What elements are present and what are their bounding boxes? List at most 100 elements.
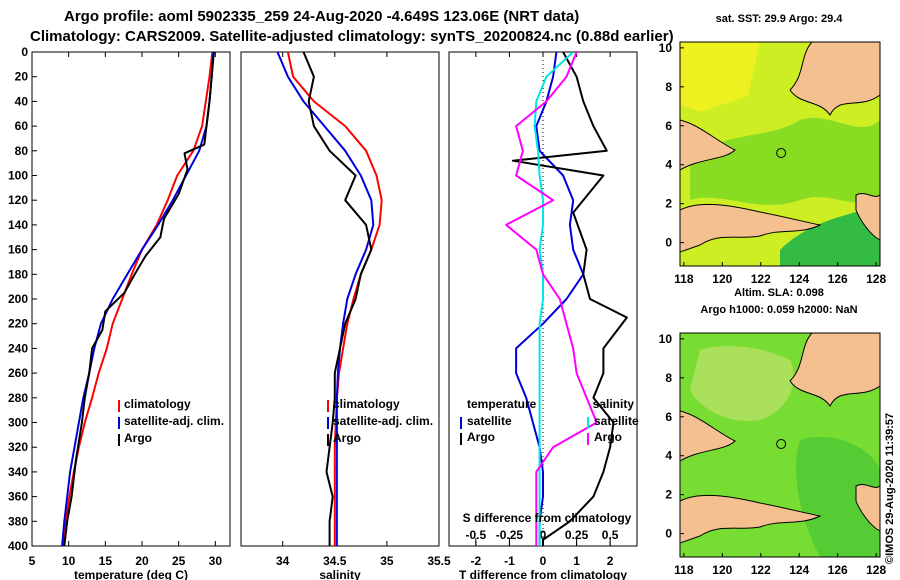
legend-t-argo-label: Argo (467, 430, 495, 444)
y-tick-label: 380 (8, 514, 28, 528)
lon-tick-label: 124 (789, 272, 809, 286)
sla-map-title-1: Altim. SLA: 0.098 (734, 287, 824, 299)
sst-map-title: sat. SST: 29.9 Argo: 29.4 (716, 13, 844, 25)
series-line-argo (63, 52, 215, 546)
y-tick-label: 140 (8, 218, 28, 232)
x-tick-label: 10 (62, 554, 76, 568)
series-line-salinity-satellite (533, 52, 574, 546)
sst-land-halmahera (855, 193, 880, 241)
x-tick-label: 1 (573, 554, 580, 568)
temperature-panel: 0 20 40 60 80 100 120 140 160 180 200 220 240 260 280 3… (8, 45, 231, 580)
x-tick-label: 0 (540, 554, 547, 568)
lat-tick-label: 0 (665, 527, 672, 541)
sla-land-borneo-north (680, 410, 736, 462)
depth-axis-ticks: 0 20 40 60 80 100 120 140 160 180 200 220 240 260 280 3… (8, 45, 37, 553)
legend-argo-label: Argo (333, 431, 361, 445)
y-tick-label: 300 (8, 416, 28, 430)
sla-land-philippines (789, 333, 880, 407)
x-tick-label: -2 (471, 554, 482, 568)
y-tick-label: 320 (8, 440, 28, 454)
top-tick-label: 0 (540, 528, 547, 542)
sla-land-halmahera (855, 484, 880, 532)
sst-map-lon-ticks: 118 120 122 124 126 128 (674, 262, 886, 286)
sst-green-band (690, 117, 880, 205)
legend-satellite-label: satellite-adj. clim. (124, 414, 224, 428)
sst-land-borneo-north (680, 119, 736, 171)
sst-land-philippines (789, 42, 880, 116)
y-tick-label: 200 (8, 292, 28, 306)
temperature-axis-ticks: 5 10 15 20 25 30 (29, 52, 222, 568)
lon-tick-label: 120 (712, 563, 732, 577)
legend-s-satellite-label: satellite (594, 414, 639, 428)
x-tick-label: 15 (99, 554, 113, 568)
salinity-lines (276, 52, 383, 546)
sst-map-frame (679, 41, 881, 267)
sst-argo-marker (776, 148, 787, 159)
sla-land-sulawesi (680, 494, 822, 544)
y-tick-label: 160 (8, 243, 28, 257)
legend-climatology-label: climatology (333, 397, 400, 411)
top-tick-label: 0.25 (565, 528, 589, 542)
y-tick-label: 280 (8, 391, 28, 405)
lat-tick-label: 8 (665, 371, 672, 385)
series-line-temperature-argo (511, 52, 628, 546)
lon-tick-label: 122 (751, 563, 771, 577)
legend-temperature-title: temperature (467, 397, 537, 411)
x-tick-label: 34.5 (323, 554, 347, 568)
sla-argo-marker (776, 439, 787, 450)
sst-land-sulawesi (680, 203, 822, 253)
lat-tick-label: 10 (659, 332, 673, 346)
y-tick-label: 120 (8, 193, 28, 207)
sla-map-lon-ticks: 118 120 122 124 126 128 (674, 553, 886, 577)
lat-tick-label: 10 (659, 41, 673, 55)
y-tick-label: 360 (8, 490, 28, 504)
legend-t-satellite-label: satellite (467, 414, 512, 428)
top-tick-label: 0.5 (602, 528, 619, 542)
series-line-satellite-adj-clim- (61, 52, 215, 546)
top-tick-label: -0.25 (496, 528, 524, 542)
y-tick-label: 60 (15, 119, 29, 133)
y-tick-label: 180 (8, 267, 28, 281)
difference-panel: -2 -1 0 1 2 -0.5 -0.25 0 0.25 0.5 temperature sa… (448, 51, 639, 580)
x-tick-label: 5 (29, 554, 36, 568)
difference-legend: temperature salinity satellite Argo sate… (460, 397, 639, 445)
top-tick-label: -0.5 (466, 528, 487, 542)
lat-tick-label: 0 (665, 236, 672, 250)
y-tick-label: 80 (15, 144, 29, 158)
y-tick-label: 260 (8, 366, 28, 380)
series-line-satellite-adj-clim- (276, 52, 375, 546)
lon-tick-label: 128 (866, 563, 886, 577)
temperature-lines (61, 52, 215, 546)
sla-map-title-2: Argo h1000: 0.059 h2000: NaN (700, 304, 857, 316)
sla-map-lat-ticks: 0 2 4 6 8 10 (659, 332, 684, 541)
title-line-1: Argo profile: aoml 5902335_259 24-Aug-20… (64, 8, 579, 25)
sst-map-panel: sat. SST: 29.9 Argo: 29.4 118 120 122 124 12… (659, 13, 887, 286)
y-tick-label: 220 (8, 317, 28, 331)
y-tick-label: 340 (8, 465, 28, 479)
sla-map-field (680, 333, 880, 557)
lon-tick-label: 124 (789, 563, 809, 577)
lat-tick-label: 8 (665, 80, 672, 94)
series-line-salinity-argo (505, 52, 598, 546)
title-line-2: Climatology: CARS2009. Satellite-adjuste… (30, 28, 674, 45)
sla-map-frame (679, 332, 881, 558)
legend-salinity-title: salinity (593, 397, 635, 411)
x-tick-label: 35.5 (427, 554, 451, 568)
salinity-axis-ticks: 34 34.5 35 35.5 (276, 52, 451, 568)
y-tick-label: 0 (21, 45, 28, 59)
x-tick-label: -1 (504, 554, 515, 568)
t-difference-xlabel: T difference from climatology (459, 568, 627, 580)
x-tick-label: 34 (276, 554, 290, 568)
lon-tick-label: 118 (674, 272, 694, 286)
series-line-argo (302, 52, 373, 546)
lon-tick-label: 118 (674, 563, 694, 577)
y-tick-label: 100 (8, 169, 28, 183)
sla-light-patch (690, 345, 794, 421)
s-difference-axis-ticks: -0.5 -0.25 0 0.25 0.5 (466, 528, 619, 546)
lat-tick-label: 2 (665, 488, 672, 502)
lat-tick-label: 4 (665, 449, 672, 463)
x-tick-label: 25 (172, 554, 186, 568)
lat-tick-label: 6 (665, 410, 672, 424)
s-difference-label: S difference from climatology (463, 511, 632, 525)
